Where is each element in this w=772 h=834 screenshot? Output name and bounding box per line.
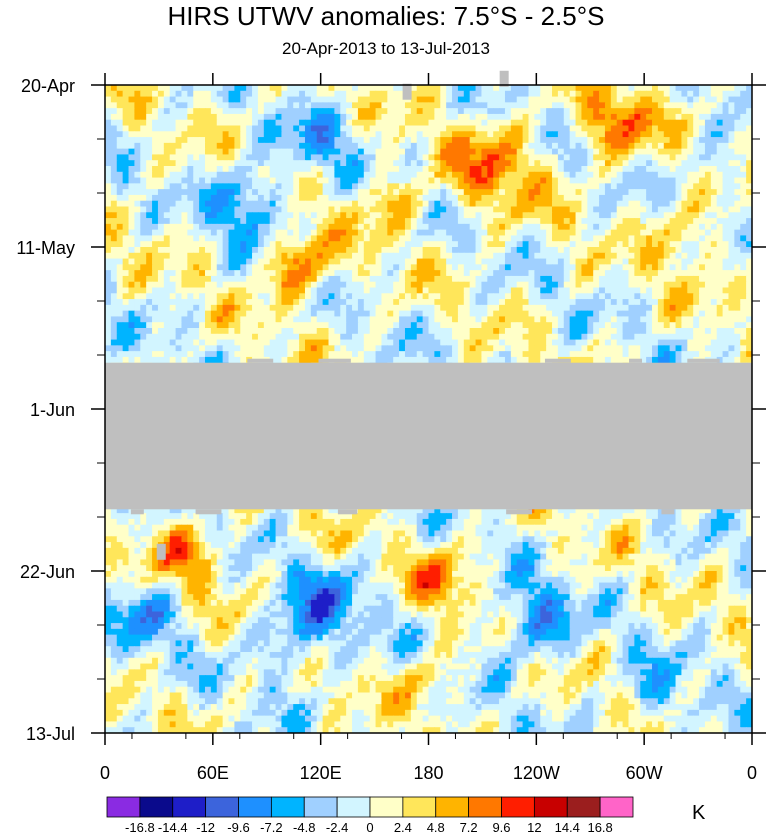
colorbar-units: K bbox=[692, 802, 706, 824]
colorbar-swatch bbox=[501, 796, 535, 818]
colorbar-swatch bbox=[369, 796, 404, 818]
colorbar-swatch bbox=[238, 796, 272, 818]
colorbar-swatch bbox=[336, 796, 371, 818]
colorbar-swatch bbox=[566, 796, 601, 818]
chart-subtitle: 20-Apr-2013 to 13-Jul-2013 bbox=[282, 39, 490, 58]
x-axis: 0 60E 120E 180 120W 60W 0 bbox=[100, 73, 757, 783]
colorbar-label: 0 bbox=[366, 820, 373, 834]
y-tick-label: 13-Jul bbox=[26, 724, 75, 744]
colorbar: -16.8 -14.4 -12 -9.6 -7.2 -4.8 -2.4 0 2.4 4.8 7.2 9… bbox=[106, 796, 634, 834]
y-tick-label: 22-Jun bbox=[20, 562, 75, 582]
colorbar-swatch bbox=[599, 796, 634, 818]
colorbar-swatch bbox=[533, 796, 568, 818]
y-tick-label: 20-Apr bbox=[21, 76, 75, 96]
x-tick-label: 180 bbox=[413, 763, 443, 783]
colorbar-label: 16.8 bbox=[587, 820, 612, 834]
x-tick-label: 60E bbox=[197, 763, 229, 783]
missing-data-band bbox=[105, 70, 752, 560]
y-tick-label: 11-May bbox=[16, 238, 75, 258]
chart-title: HIRS UTWV anomalies: 7.5°S - 2.5°S bbox=[167, 1, 605, 31]
colorbar-label: -16.8 bbox=[125, 820, 155, 834]
x-tick-label: 60W bbox=[626, 763, 663, 783]
colorbar-swatch bbox=[139, 796, 174, 818]
colorbar-swatch bbox=[270, 796, 305, 818]
colorbar-label: -4.8 bbox=[293, 820, 315, 834]
y-axis: 20-Apr 11-May 1-Jun 22-Jun 13-Jul bbox=[16, 76, 766, 744]
colorbar-label: -7.2 bbox=[260, 820, 282, 834]
x-tick-label: 0 bbox=[747, 763, 757, 783]
colorbar-label: -12 bbox=[196, 820, 215, 834]
colorbar-label: 4.8 bbox=[427, 820, 445, 834]
colorbar-label: 14.4 bbox=[555, 820, 580, 834]
colorbar-swatch bbox=[435, 796, 470, 818]
colorbar-label: -9.6 bbox=[227, 820, 249, 834]
colorbar-label: 2.4 bbox=[394, 820, 412, 834]
colorbar-swatch bbox=[303, 796, 338, 818]
colorbar-label: 7.2 bbox=[460, 820, 478, 834]
colorbar-swatch bbox=[106, 796, 141, 818]
colorbar-swatch bbox=[205, 796, 239, 818]
colorbar-swatch bbox=[468, 796, 502, 818]
heatmap-field bbox=[105, 85, 752, 733]
colorbar-swatch bbox=[402, 796, 437, 818]
x-tick-label: 0 bbox=[100, 763, 110, 783]
x-tick-label: 120E bbox=[300, 763, 342, 783]
x-tick-label: 120W bbox=[513, 763, 560, 783]
colorbar-label: 9.6 bbox=[492, 820, 510, 834]
colorbar-swatch bbox=[172, 796, 207, 818]
colorbar-label: 12 bbox=[527, 820, 541, 834]
y-tick-label: 1-Jun bbox=[30, 400, 75, 420]
colorbar-label: -2.4 bbox=[326, 820, 348, 834]
colorbar-label: -14.4 bbox=[158, 820, 188, 834]
